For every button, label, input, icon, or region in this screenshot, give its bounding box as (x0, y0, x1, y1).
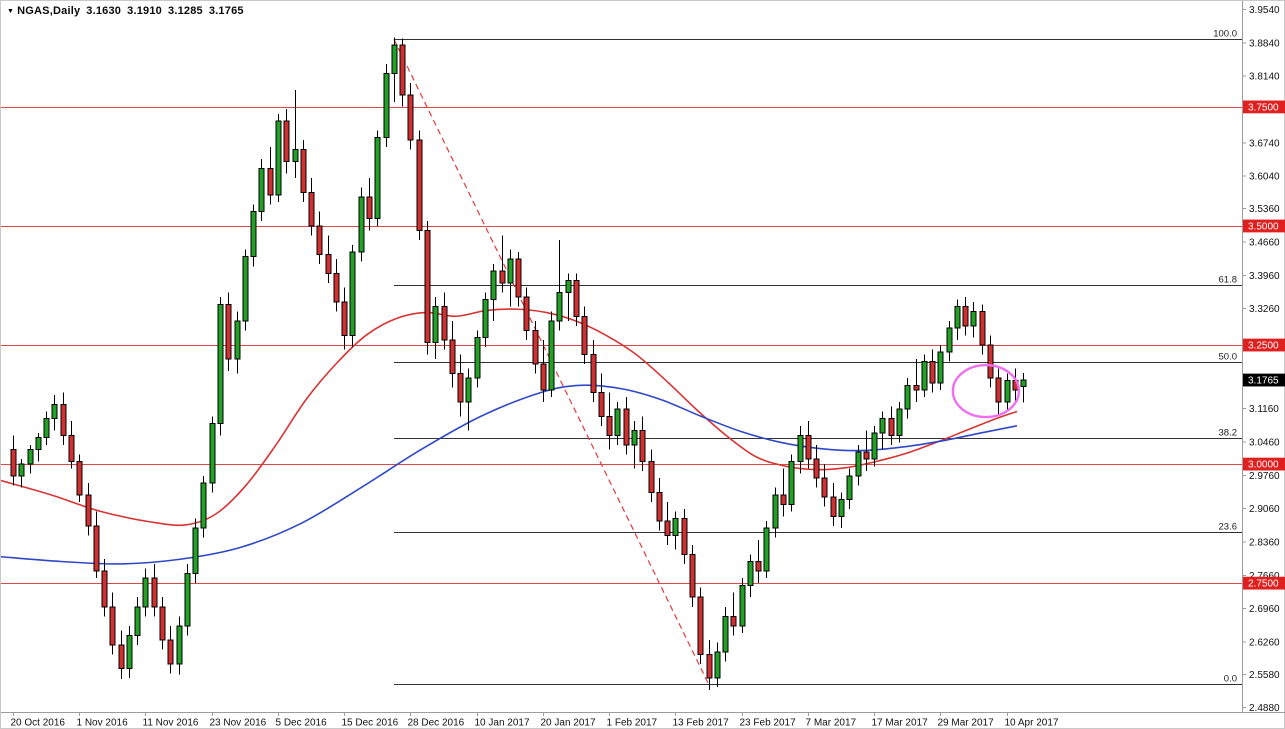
price-axis[interactable]: 3.9540 3.8840 3.8140 3.6740 3.6040 3.5360 3.46… (1242, 5, 1285, 714)
one-click-trading-toggle-icon[interactable]: ▼ (7, 7, 15, 15)
date-tick-label: 20 Jan 2017 (541, 718, 596, 729)
price-tick-label: 2.9060 (1249, 504, 1280, 515)
price-tick-label: 3.3260 (1249, 304, 1280, 315)
date-tick-label: 11 Nov 2016 (143, 718, 199, 729)
fast-ma-line[interactable] (1, 308, 1018, 527)
date-tick-label: 29 Mar 2017 (938, 718, 995, 729)
low-value: 3.1285 (168, 5, 203, 17)
level-price-tag-label: 3.5000 (1248, 221, 1279, 232)
price-tick-label: 2.8360 (1249, 537, 1280, 548)
price-tick-label: 2.6260 (1249, 637, 1280, 648)
level-price-tag-label: 2.7500 (1248, 579, 1279, 590)
fib-level-label: 23.6 (1219, 522, 1238, 533)
price-tick-label: 3.6040 (1249, 172, 1280, 183)
symbol-label: NGAS,Daily (17, 5, 81, 17)
fib-level-label: 50.0 (1219, 352, 1238, 363)
date-tick-label: 23 Feb 2017 (740, 718, 797, 729)
fibonacci-retracement[interactable]: 100.0 61.8 50.0 38.2 23.6 0.0 (393, 29, 1242, 685)
price-tick-label: 2.7660 (1249, 571, 1280, 582)
date-tick-label: 28 Dec 2016 (408, 718, 465, 729)
level-price-tag (1243, 338, 1285, 352)
date-tick-label: 10 Apr 2017 (1005, 718, 1059, 729)
time-axis[interactable]: 20 Oct 2016 1 Nov 2016 11 Nov 2016 23 Nov 2… (11, 712, 1059, 729)
date-tick-label: 10 Jan 2017 (475, 718, 530, 729)
price-tick-label: 3.5360 (1249, 204, 1280, 215)
level-price-tag-label: 3.7500 (1248, 102, 1279, 113)
current-price-tag-label: 3.1765 (1248, 375, 1279, 386)
date-tick-label: 23 Nov 2016 (210, 718, 267, 729)
current-price-tag (1243, 373, 1285, 387)
level-price-tag (1243, 457, 1285, 471)
fib-level-label: 0.0 (1224, 674, 1237, 685)
horizontal-level-lines[interactable] (1, 107, 1242, 584)
date-tick-label: 1 Nov 2016 (77, 718, 129, 729)
date-tick-label: 1 Feb 2017 (607, 718, 658, 729)
date-tick-label: 20 Oct 2016 (11, 718, 66, 729)
symbol-ohlc-bar: ▼ NGAS,Daily 3.1630 3.1910 3.1285 3.1765 (7, 5, 250, 17)
price-tick-label: 2.5580 (1249, 670, 1280, 681)
fib-level-label: 61.8 (1219, 275, 1238, 286)
price-tick-label: 3.4660 (1249, 237, 1280, 248)
highlight-ellipse[interactable] (951, 363, 1021, 419)
date-tick-label: 5 Dec 2016 (276, 718, 328, 729)
level-price-tag-label: 3.2500 (1248, 340, 1279, 351)
price-tick-label: 3.1160 (1249, 404, 1279, 415)
open-value: 3.1630 (86, 5, 122, 17)
high-value: 3.1910 (127, 5, 162, 17)
level-price-tag-label: 3.0000 (1248, 459, 1279, 470)
price-tick-label: 3.3960 (1249, 271, 1280, 282)
price-tick-label: 2.4880 (1249, 703, 1280, 714)
date-tick-label: 15 Dec 2016 (342, 718, 399, 729)
price-tick-label: 2.6960 (1249, 604, 1280, 615)
fib-level-label: 100.0 (1213, 29, 1237, 40)
date-tick-label: 13 Feb 2017 (673, 718, 730, 729)
level-price-tag (1243, 576, 1285, 590)
date-tick-label: 7 Mar 2017 (806, 718, 857, 729)
level-price-tag (1243, 100, 1285, 114)
close-value: 3.1765 (208, 5, 244, 17)
date-tick-label: 17 Mar 2017 (872, 718, 929, 729)
price-tick-label: 3.8140 (1249, 72, 1280, 83)
price-tick-label: 3.6740 (1249, 138, 1280, 149)
price-tick-label: 3.0460 (1249, 437, 1280, 448)
slow-ma-line[interactable] (1, 384, 1018, 565)
price-tick-label: 3.9540 (1249, 5, 1280, 16)
price-tick-label: 3.8840 (1249, 38, 1280, 49)
level-price-tag (1243, 219, 1285, 233)
price-tick-label: 2.9760 (1249, 471, 1280, 482)
fib-level-label: 38.2 (1219, 428, 1238, 439)
candles (10, 37, 1027, 691)
